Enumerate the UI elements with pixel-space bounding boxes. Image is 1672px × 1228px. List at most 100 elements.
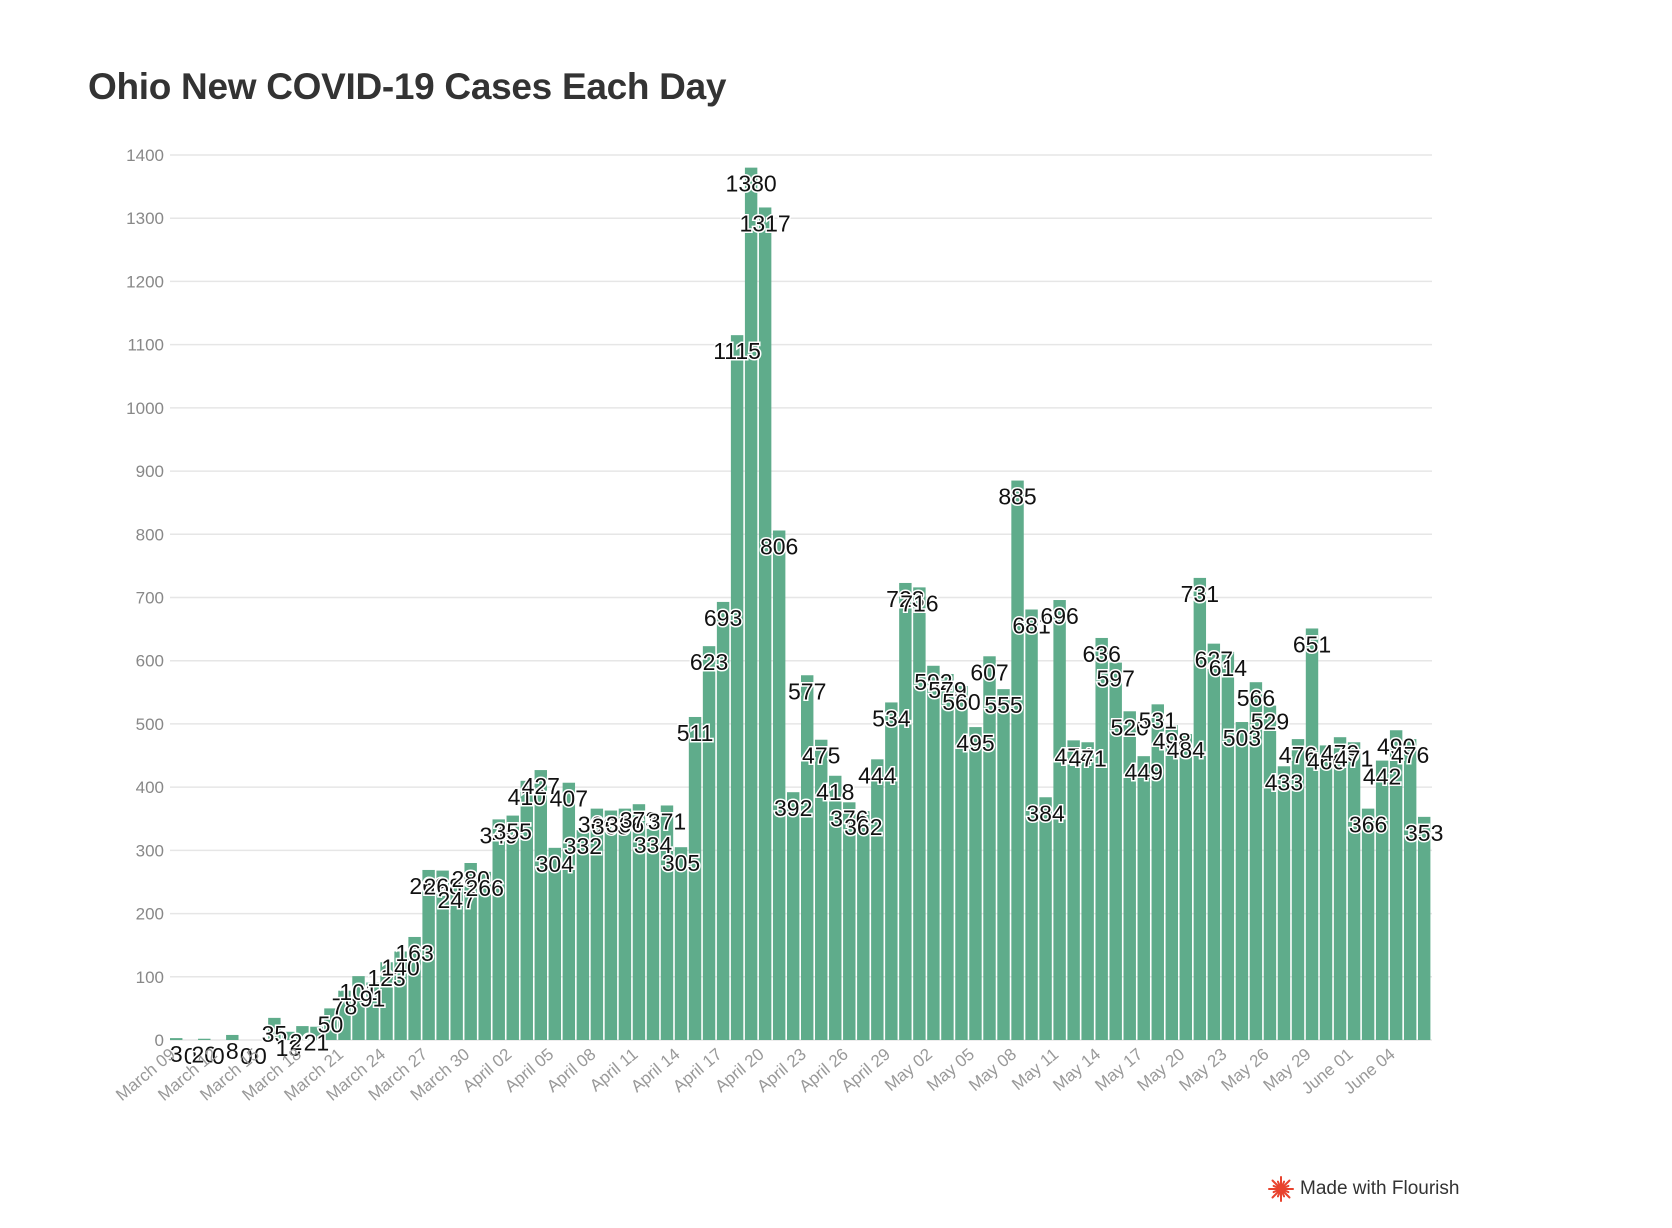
flourish-logo-icon [1268,1176,1294,1202]
bar[interactable] [1277,766,1291,1040]
bar[interactable] [983,656,996,1040]
bar[interactable] [1221,651,1235,1040]
data-label: 479 [1321,740,1359,766]
bar[interactable] [1039,797,1052,1040]
flourish-credit[interactable]: Made with Flourish [1268,1176,1459,1202]
bar[interactable] [969,727,982,1040]
bar[interactable] [660,805,674,1040]
bar[interactable] [618,808,632,1040]
bar[interactable] [338,990,351,1040]
bar[interactable] [520,780,533,1040]
bar[interactable] [1333,737,1347,1040]
bar[interactable] [871,759,884,1040]
bar[interactable] [268,1017,281,1040]
bar[interactable] [1305,628,1319,1040]
bar[interactable] [534,770,547,1040]
bar[interactable] [786,792,800,1040]
bar[interactable] [1011,480,1024,1040]
bar[interactable] [1123,711,1136,1040]
bar[interactable] [1067,740,1080,1040]
bar[interactable] [801,675,814,1040]
bar[interactable] [1137,756,1150,1040]
bar[interactable] [1109,662,1122,1040]
bar[interactable] [1081,742,1094,1040]
chart-title: Ohio New COVID-19 Cases Each Day [88,66,727,107]
data-label: 349 [480,822,518,848]
bar[interactable] [702,646,716,1040]
bar[interactable] [1095,637,1108,1040]
bar[interactable] [282,1031,295,1040]
bar[interactable] [927,665,940,1040]
bar[interactable] [464,863,477,1040]
bar[interactable] [478,871,491,1040]
bar[interactable] [296,1026,309,1040]
bar[interactable] [506,815,519,1040]
bar[interactable] [815,739,828,1040]
bar[interactable] [492,819,505,1040]
bar[interactable] [310,1026,323,1040]
data-label: 566 [1237,685,1275,711]
data-label: 366 [606,812,644,838]
bar[interactable] [450,883,463,1040]
bar[interactable] [744,167,758,1041]
data-label: 247 [437,887,475,913]
bar[interactable] [1375,760,1389,1040]
bar[interactable] [1403,739,1417,1040]
bar[interactable] [604,810,618,1040]
bar[interactable] [913,587,926,1040]
bar[interactable] [562,782,576,1040]
data-label: 476 [1391,742,1429,768]
bar[interactable] [646,828,660,1040]
bar[interactable] [1417,816,1431,1040]
bar[interactable] [1361,808,1375,1040]
bar[interactable] [1179,734,1193,1040]
bar[interactable] [1263,705,1277,1040]
bar[interactable] [590,808,604,1040]
bar[interactable] [857,811,870,1040]
bar[interactable] [422,869,435,1040]
bar[interactable] [324,1008,337,1040]
data-label: 555 [984,692,1022,718]
bar[interactable] [899,582,912,1040]
data-label: 355 [494,819,532,845]
bar[interactable] [674,847,688,1040]
bar[interactable] [576,830,590,1040]
bar[interactable] [1207,643,1221,1040]
bar[interactable] [198,1038,211,1040]
bar[interactable] [758,207,772,1041]
bar[interactable] [1025,609,1038,1040]
bar[interactable] [226,1034,239,1040]
x-tick-label: May 08 [965,1045,1020,1095]
y-tick-label: 1100 [127,336,164,355]
bar[interactable] [380,962,393,1040]
bar[interactable] [408,936,421,1040]
bar[interactable] [955,686,968,1040]
bar[interactable] [829,775,842,1040]
bar[interactable] [1053,600,1066,1040]
bar[interactable] [730,335,744,1040]
bar[interactable] [394,951,407,1041]
bar[interactable] [1165,725,1178,1040]
bar[interactable] [352,976,365,1040]
bar[interactable] [366,982,379,1040]
bar[interactable] [688,716,702,1040]
bar[interactable] [632,804,646,1040]
bar[interactable] [1389,730,1403,1040]
bar[interactable] [1151,704,1164,1040]
bar[interactable] [716,601,730,1040]
bar[interactable] [1193,577,1207,1040]
bar[interactable] [1319,745,1333,1040]
bar[interactable] [436,870,449,1040]
bar[interactable] [843,802,856,1040]
bar[interactable] [548,847,562,1040]
bar[interactable] [1347,742,1361,1040]
bar[interactable] [772,530,786,1040]
bar[interactable] [1249,682,1263,1040]
bar[interactable] [1291,739,1305,1040]
bar[interactable] [170,1038,183,1040]
bar[interactable] [941,673,954,1040]
bar[interactable] [1235,722,1249,1040]
data-label: 627 [1195,647,1233,673]
bar[interactable] [997,689,1010,1040]
bar[interactable] [885,702,898,1040]
